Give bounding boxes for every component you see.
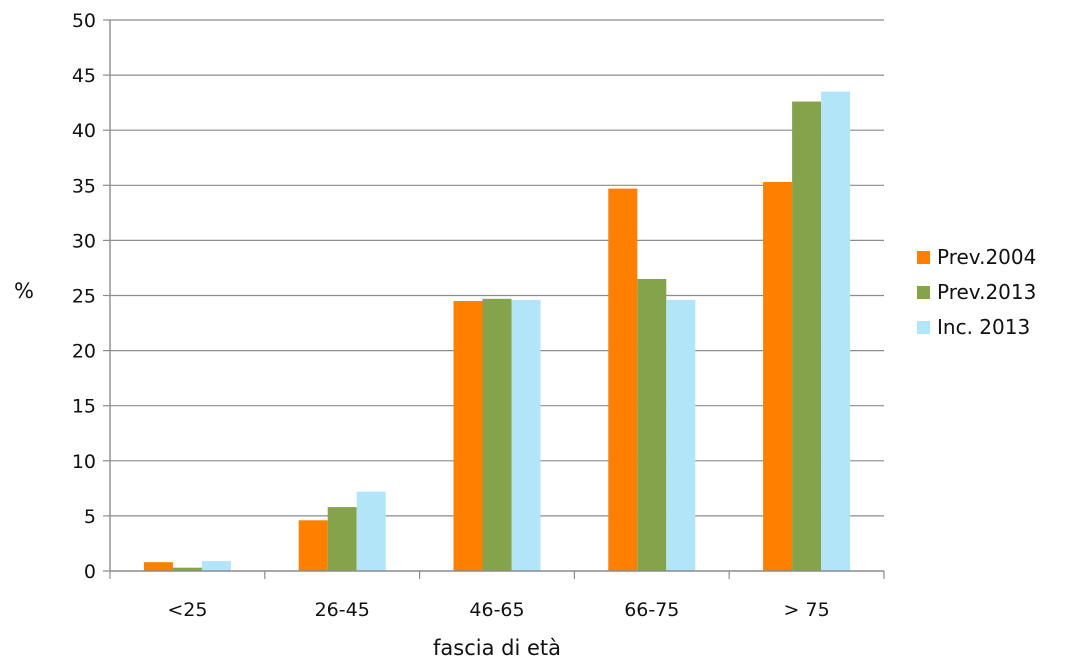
bar-1	[298, 520, 328, 571]
y-tick-label: 0	[84, 561, 96, 583]
bar-3	[821, 91, 851, 571]
bar-3	[666, 299, 696, 571]
x-tick-label: 26-45	[315, 599, 370, 621]
y-tick-label: 5	[84, 506, 96, 528]
legend-label: Inc. 2013	[937, 315, 1030, 339]
x-tick-labels: <25 26-45 46-65 66-75 > 75	[167, 599, 829, 621]
y-tick-label: 20	[72, 341, 96, 363]
y-tick-label: 25	[72, 286, 96, 308]
gridlines	[110, 19, 884, 517]
x-tick-label: <25	[167, 599, 207, 621]
bar-1	[608, 188, 638, 571]
axes	[103, 19, 885, 579]
x-tick-label: 66-75	[624, 599, 679, 621]
legend-swatch	[917, 286, 930, 299]
bar-1	[453, 301, 483, 571]
legend: Prev.2004 Prev.2013 Inc. 2013	[917, 245, 1036, 339]
bar-2	[637, 278, 667, 571]
bar-2	[792, 101, 822, 571]
y-tick-label: 50	[72, 10, 96, 32]
y-axis-label: %	[14, 279, 34, 303]
x-axis-label: fascia di età	[433, 636, 561, 660]
y-tick-label: 30	[72, 230, 96, 252]
bar-3	[201, 561, 231, 571]
bar-1	[143, 562, 173, 571]
y-tick-label: 10	[72, 451, 96, 473]
bar-1	[763, 181, 793, 571]
legend-label: Prev.2013	[937, 280, 1036, 304]
x-tick-label: > 75	[784, 599, 830, 621]
bar-2	[482, 298, 512, 571]
bar-2	[327, 507, 357, 571]
bars	[143, 91, 851, 571]
y-tick-label: 15	[72, 396, 96, 418]
legend-label: Prev.2004	[937, 245, 1036, 269]
legend-swatch	[917, 321, 930, 334]
bar-2	[172, 567, 202, 571]
y-tick-label: 40	[72, 120, 96, 142]
x-tick-label: 46-65	[469, 599, 524, 621]
y-tick-label: 45	[72, 65, 96, 87]
y-tick-labels: 0 5 10 15 20 25 30 35 40 45 50	[72, 10, 96, 583]
bar-3	[511, 299, 541, 571]
bar-3	[356, 491, 386, 571]
legend-swatch	[917, 251, 930, 264]
y-tick-label: 35	[72, 175, 96, 197]
